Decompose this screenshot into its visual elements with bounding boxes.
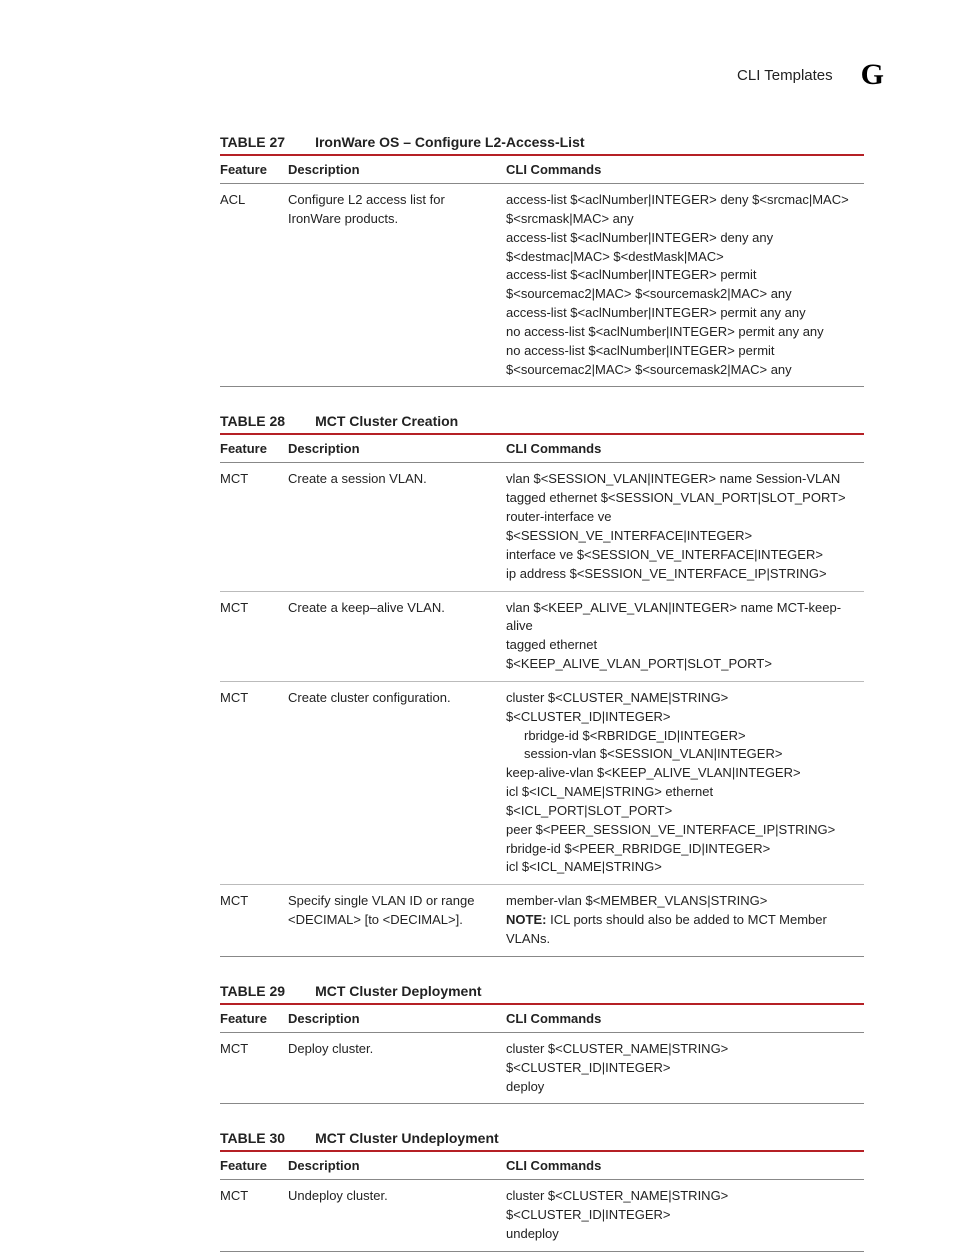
table-28-caption: TABLE 28 MCT Cluster Creation — [220, 413, 864, 429]
col-header-description: Description — [288, 1151, 506, 1180]
cli-line: access-list $<aclNumber|INTEGER> deny $<… — [506, 191, 854, 229]
table-27-title: IronWare OS – Configure L2-Access-List — [315, 134, 584, 150]
cli-line: icl $<ICL_NAME|STRING> ethernet $<ICL_PO… — [506, 783, 854, 821]
table-row: MCT Create cluster configuration. cluste… — [220, 681, 864, 884]
table-29-title: MCT Cluster Deployment — [315, 983, 481, 999]
table-row: MCT Create a session VLAN. vlan $<SESSIO… — [220, 463, 864, 591]
cell-cli: cluster $<CLUSTER_NAME|STRING> $<CLUSTER… — [506, 1180, 864, 1252]
cli-line: member-vlan $<MEMBER_VLANS|STRING> — [506, 892, 854, 911]
section-label: CLI Templates — [737, 67, 833, 84]
cell-description: Specify single VLAN ID or range <DECIMAL… — [288, 885, 506, 957]
table-30-caption: TABLE 30 MCT Cluster Undeployment — [220, 1130, 864, 1146]
cell-cli: vlan $<KEEP_ALIVE_VLAN|INTEGER> name MCT… — [506, 591, 864, 681]
col-header-feature: Feature — [220, 1151, 288, 1180]
table-row: MCT Deploy cluster. cluster $<CLUSTER_NA… — [220, 1032, 864, 1104]
table-29-block: TABLE 29 MCT Cluster Deployment Feature … — [220, 983, 864, 1105]
cell-feature: MCT — [220, 885, 288, 957]
cli-line: rbridge-id $<PEER_RBRIDGE_ID|INTEGER> — [506, 840, 854, 859]
cli-line: no access-list $<aclNumber|INTEGER> perm… — [506, 342, 854, 380]
cli-line: peer $<PEER_SESSION_VE_INTERFACE_IP|STRI… — [506, 821, 854, 840]
cell-cli: cluster $<CLUSTER_NAME|STRING> $<CLUSTER… — [506, 1032, 864, 1104]
content-area: TABLE 27 IronWare OS – Configure L2-Acce… — [220, 134, 864, 1252]
col-header-cli: CLI Commands — [506, 1151, 864, 1180]
table-28-title: MCT Cluster Creation — [315, 413, 458, 429]
cell-description: Create a keep–alive VLAN. — [288, 591, 506, 681]
cli-line: router-interface ve $<SESSION_VE_INTERFA… — [506, 508, 854, 546]
appendix-letter: G — [861, 60, 884, 90]
table-row: MCT Create a keep–alive VLAN. vlan $<KEE… — [220, 591, 864, 681]
table-29-number: TABLE 29 — [220, 983, 285, 999]
cell-cli: cluster $<CLUSTER_NAME|STRING> $<CLUSTER… — [506, 681, 864, 884]
table-27: Feature Description CLI Commands ACL Con… — [220, 154, 864, 387]
cli-line: tagged ethernet $<SESSION_VLAN_PORT|SLOT… — [506, 489, 854, 508]
cell-description: Configure L2 access list for IronWare pr… — [288, 184, 506, 387]
cell-description: Create cluster configuration. — [288, 681, 506, 884]
running-header: CLI Templates G — [70, 60, 884, 90]
col-header-description: Description — [288, 1004, 506, 1033]
note-text: ICL ports should also be added to MCT Me… — [506, 912, 827, 946]
table-row: MCT Specify single VLAN ID or range <DEC… — [220, 885, 864, 957]
cli-line: access-list $<aclNumber|INTEGER> permit … — [506, 304, 854, 323]
cli-line: cluster $<CLUSTER_NAME|STRING> $<CLUSTER… — [506, 1040, 854, 1078]
cell-feature: MCT — [220, 681, 288, 884]
col-header-description: Description — [288, 155, 506, 184]
cli-line: no access-list $<aclNumber|INTEGER> perm… — [506, 323, 854, 342]
table-row: ACL Configure L2 access list for IronWar… — [220, 184, 864, 387]
col-header-description: Description — [288, 434, 506, 463]
cell-feature: MCT — [220, 1032, 288, 1104]
table-30: Feature Description CLI Commands MCT Und… — [220, 1150, 864, 1252]
cell-cli: member-vlan $<MEMBER_VLANS|STRING> NOTE:… — [506, 885, 864, 957]
table-29-caption: TABLE 29 MCT Cluster Deployment — [220, 983, 864, 999]
cli-line: deploy — [506, 1078, 854, 1097]
cli-line: interface ve $<SESSION_VE_INTERFACE|INTE… — [506, 546, 854, 565]
cell-description: Deploy cluster. — [288, 1032, 506, 1104]
cell-cli: vlan $<SESSION_VLAN|INTEGER> name Sessio… — [506, 463, 864, 591]
cell-description: Undeploy cluster. — [288, 1180, 506, 1252]
table-28: Feature Description CLI Commands MCT Cre… — [220, 433, 864, 956]
cli-line: undeploy — [506, 1225, 854, 1244]
table-30-block: TABLE 30 MCT Cluster Undeployment Featur… — [220, 1130, 864, 1252]
table-30-title: MCT Cluster Undeployment — [315, 1130, 499, 1146]
cli-line: rbridge-id $<RBRIDGE_ID|INTEGER> — [506, 727, 854, 746]
cell-description: Create a session VLAN. — [288, 463, 506, 591]
page: CLI Templates G TABLE 27 IronWare OS – C… — [0, 0, 954, 1235]
col-header-cli: CLI Commands — [506, 155, 864, 184]
table-28-number: TABLE 28 — [220, 413, 285, 429]
cli-line: session-vlan $<SESSION_VLAN|INTEGER> — [506, 745, 854, 764]
col-header-cli: CLI Commands — [506, 434, 864, 463]
cli-note: NOTE: ICL ports should also be added to … — [506, 911, 854, 949]
col-header-feature: Feature — [220, 1004, 288, 1033]
col-header-feature: Feature — [220, 434, 288, 463]
cli-line: ip address $<SESSION_VE_INTERFACE_IP|STR… — [506, 565, 854, 584]
cli-line: tagged ethernet $<KEEP_ALIVE_VLAN_PORT|S… — [506, 636, 854, 674]
table-28-block: TABLE 28 MCT Cluster Creation Feature De… — [220, 413, 864, 956]
cli-line: access-list $<aclNumber|INTEGER> deny an… — [506, 229, 854, 267]
cli-line: access-list $<aclNumber|INTEGER> permit … — [506, 266, 854, 304]
cell-feature: MCT — [220, 1180, 288, 1252]
cli-line: cluster $<CLUSTER_NAME|STRING> $<CLUSTER… — [506, 1187, 854, 1225]
note-label: NOTE: — [506, 912, 546, 927]
table-27-block: TABLE 27 IronWare OS – Configure L2-Acce… — [220, 134, 864, 387]
cli-line: icl $<ICL_NAME|STRING> — [506, 858, 854, 877]
table-27-number: TABLE 27 — [220, 134, 285, 150]
col-header-feature: Feature — [220, 155, 288, 184]
cell-feature: MCT — [220, 463, 288, 591]
cli-line: keep-alive-vlan $<KEEP_ALIVE_VLAN|INTEGE… — [506, 764, 854, 783]
cell-feature: MCT — [220, 591, 288, 681]
table-29: Feature Description CLI Commands MCT Dep… — [220, 1003, 864, 1105]
table-row: MCT Undeploy cluster. cluster $<CLUSTER_… — [220, 1180, 864, 1252]
cell-cli: access-list $<aclNumber|INTEGER> deny $<… — [506, 184, 864, 387]
cell-feature: ACL — [220, 184, 288, 387]
cli-line: vlan $<KEEP_ALIVE_VLAN|INTEGER> name MCT… — [506, 599, 854, 637]
cli-line: cluster $<CLUSTER_NAME|STRING> $<CLUSTER… — [506, 689, 854, 727]
table-30-number: TABLE 30 — [220, 1130, 285, 1146]
cli-line: vlan $<SESSION_VLAN|INTEGER> name Sessio… — [506, 470, 854, 489]
table-27-caption: TABLE 27 IronWare OS – Configure L2-Acce… — [220, 134, 864, 150]
col-header-cli: CLI Commands — [506, 1004, 864, 1033]
